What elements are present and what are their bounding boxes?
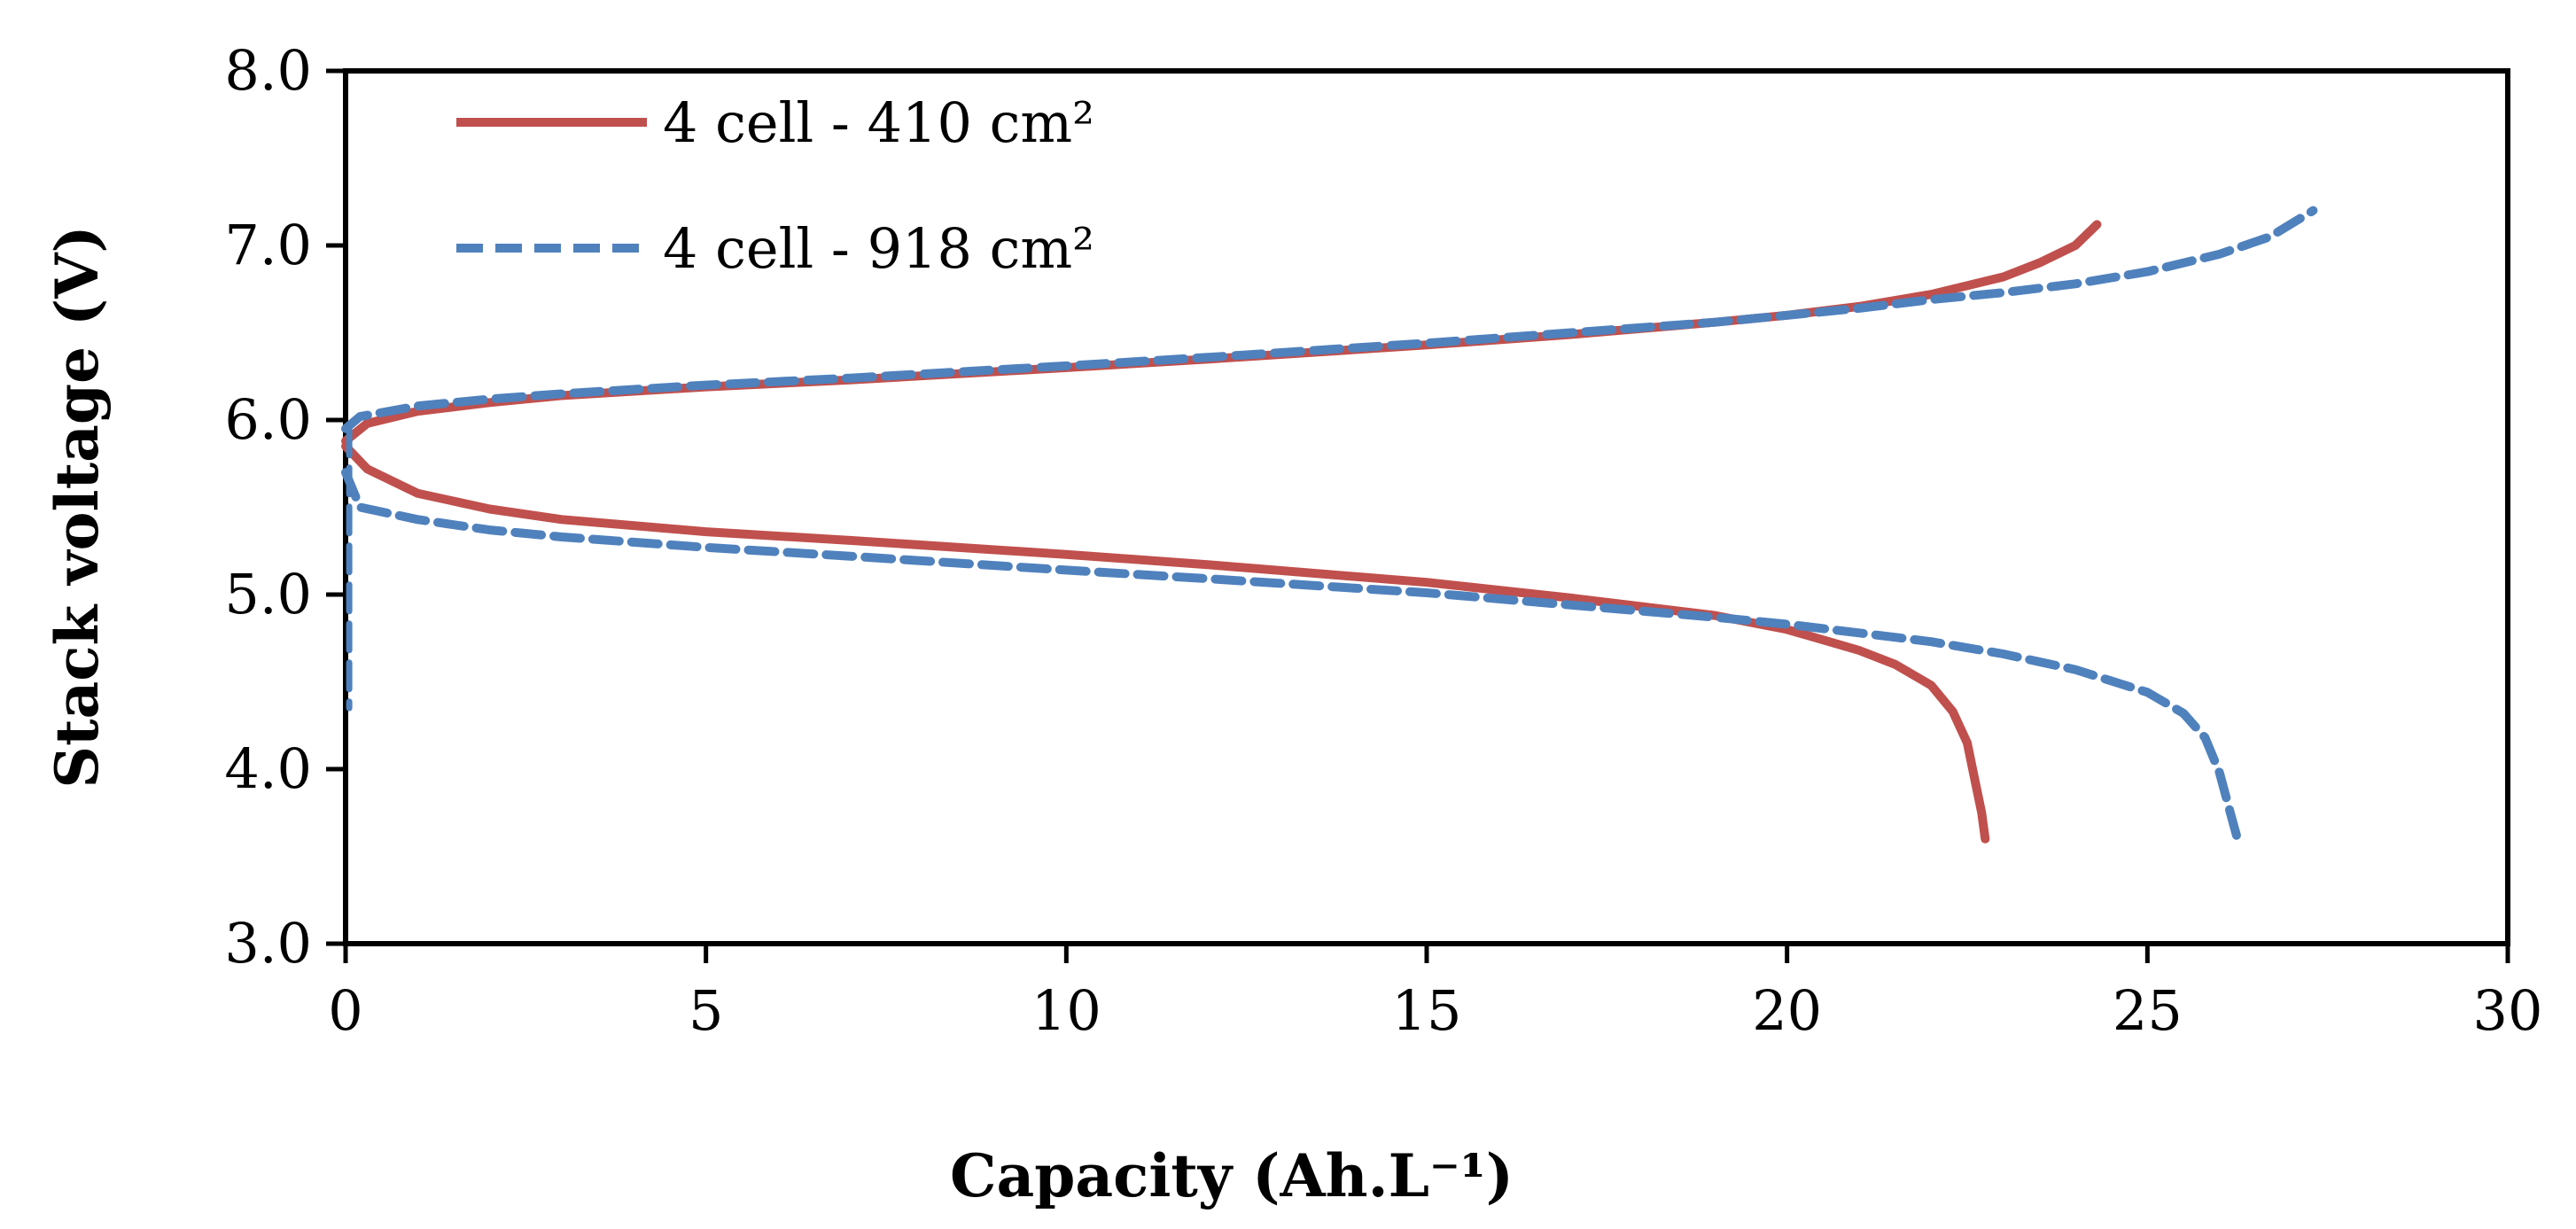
legend-label-410: 4 cell - 410 cm² [663,90,1094,155]
y-tick-label: 8.0 [224,38,312,103]
series-1-discharge-line [341,468,2242,844]
legend: 4 cell - 410 cm² 4 cell - 918 cm² [456,90,1094,281]
x-axis-title: Capacity (Ah.L⁻¹) [950,1141,1514,1210]
y-tick-label: 6.0 [224,387,312,452]
x-axis-ticks: 0 5 10 15 20 25 30 [328,944,2542,1043]
x-tick-label: 0 [328,978,362,1043]
plot-area [343,68,2510,946]
x-tick-label: 10 [1031,978,1101,1043]
y-tick-label: 4.0 [224,736,312,801]
series-0-discharge-line [341,441,1990,844]
x-tick-label: 25 [2113,978,2183,1043]
series-layer [341,206,2318,844]
y-tick-label: 5.0 [224,562,312,626]
x-tick-label: 20 [1752,978,1822,1043]
x-tick-label: 5 [689,978,723,1043]
y-axis-title: Stack voltage (V) [43,225,112,788]
y-axis-ticks: 3.0 4.0 5.0 6.0 7.0 8.0 [224,38,346,976]
legend-label-918: 4 cell - 918 cm² [663,216,1094,281]
series-1-charge-line [341,206,2318,433]
x-tick-label: 30 [2473,978,2543,1043]
y-tick-label: 3.0 [224,911,312,976]
y-tick-label: 7.0 [224,213,312,277]
x-tick-label: 15 [1392,978,1462,1043]
